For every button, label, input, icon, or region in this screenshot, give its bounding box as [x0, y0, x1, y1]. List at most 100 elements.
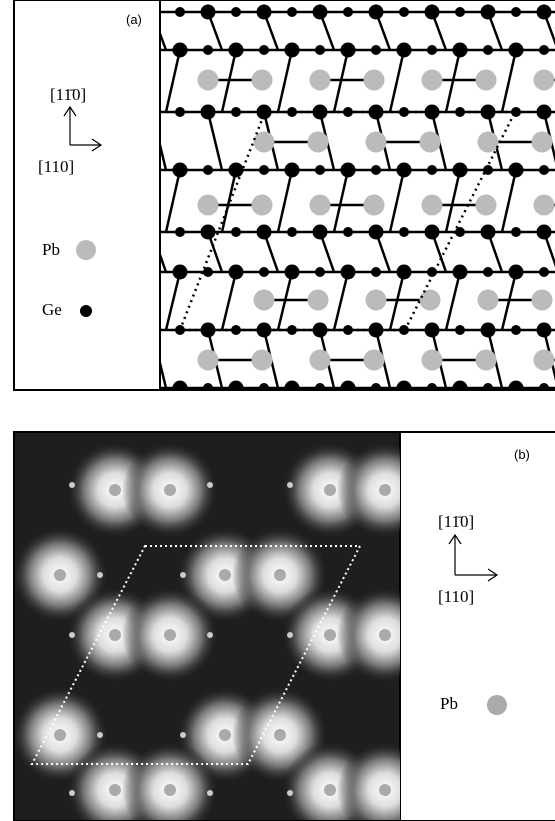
pb-center: [109, 784, 121, 796]
ge-atom: [259, 165, 269, 175]
ge-atom: [257, 225, 272, 240]
pb-atom: [420, 132, 441, 153]
pb-atom: [534, 350, 555, 371]
pb-center: [379, 784, 391, 796]
ge-atom: [397, 381, 412, 396]
ge-atom: [511, 7, 521, 17]
ge-atom: [285, 163, 300, 178]
ge-atom: [201, 5, 216, 20]
pb-center: [379, 629, 391, 641]
ge-atom: [453, 381, 468, 396]
ge-atom: [259, 45, 269, 55]
pb-atom: [366, 132, 387, 153]
pb-atom: [364, 195, 385, 216]
pb-atom: [422, 70, 443, 91]
ge-atom: [203, 45, 213, 55]
pb-atom: [366, 290, 387, 311]
pb-center: [164, 629, 176, 641]
ge-atom: [173, 381, 188, 396]
ge-atom: [175, 7, 185, 17]
ge-atom: [453, 43, 468, 58]
pb-atom: [252, 195, 273, 216]
ge-atom: [483, 383, 493, 393]
axis-right-label: [110]: [38, 157, 74, 176]
ge-atom: [511, 227, 521, 237]
ge-atom: [539, 383, 549, 393]
pb-center: [109, 629, 121, 641]
ge-atom: [257, 323, 272, 338]
pb-atom: [308, 132, 329, 153]
ge-atom: [313, 323, 328, 338]
pb-center: [379, 484, 391, 496]
ge-atom: [371, 45, 381, 55]
ge-atom: [455, 227, 465, 237]
ge-atom: [511, 325, 521, 335]
ge-dot: [207, 482, 213, 488]
pb-atom: [478, 290, 499, 311]
ge-atom: [539, 45, 549, 55]
pb-center: [164, 484, 176, 496]
pb-atom: [364, 350, 385, 371]
ge-atom: [483, 267, 493, 277]
ge-atom: [201, 225, 216, 240]
ge-atom: [397, 43, 412, 58]
ge-atom: [175, 107, 185, 117]
panel-label: (b): [514, 447, 530, 462]
ge-atom: [425, 105, 440, 120]
pb-center: [324, 484, 336, 496]
ge-atom: [203, 383, 213, 393]
pb-atom: [198, 195, 219, 216]
ge-atom: [425, 225, 440, 240]
ge-dot: [69, 632, 75, 638]
ge-atom: [315, 267, 325, 277]
pb-center: [54, 569, 66, 581]
ge-atom: [537, 5, 552, 20]
ge-atom: [537, 225, 552, 240]
pb-atom: [310, 70, 331, 91]
legend-label: Pb: [42, 240, 60, 259]
ge-atom: [229, 381, 244, 396]
legend-label: Pb: [440, 694, 458, 713]
pb-atom: [252, 350, 273, 371]
ge-atom: [201, 105, 216, 120]
pb-atom: [308, 290, 329, 311]
legend-marker: [76, 240, 96, 260]
ge-atom: [231, 7, 241, 17]
ge-atom: [341, 265, 356, 280]
ge-atom: [509, 265, 524, 280]
ge-atom: [341, 381, 356, 396]
pb-center: [109, 484, 121, 496]
ge-atom: [427, 383, 437, 393]
ge-atom: [453, 163, 468, 178]
pb-atom: [476, 350, 497, 371]
ge-atom: [315, 165, 325, 175]
ge-dot: [69, 790, 75, 796]
legend-label: Ge: [42, 300, 62, 319]
ge-atom: [455, 7, 465, 17]
ge-dot: [180, 572, 186, 578]
ge-atom: [203, 165, 213, 175]
ge-atom: [369, 105, 384, 120]
ge-atom: [425, 323, 440, 338]
ge-atom: [343, 227, 353, 237]
ge-atom: [483, 45, 493, 55]
ge-dot: [207, 790, 213, 796]
ge-atom: [509, 43, 524, 58]
ge-atom: [173, 265, 188, 280]
ge-atom: [315, 383, 325, 393]
panel-label: (a): [126, 12, 142, 27]
pb-atom: [310, 195, 331, 216]
ge-atom: [481, 225, 496, 240]
ge-atom: [229, 43, 244, 58]
pb-atom: [532, 290, 553, 311]
ge-atom: [287, 7, 297, 17]
pb-atom: [534, 195, 555, 216]
ge-atom: [371, 165, 381, 175]
ge-atom: [425, 5, 440, 20]
ge-dot: [69, 482, 75, 488]
pb-center: [274, 729, 286, 741]
legend-marker: [487, 695, 507, 715]
pb-atom: [478, 132, 499, 153]
ge-atom: [399, 227, 409, 237]
ge-dot: [97, 572, 103, 578]
